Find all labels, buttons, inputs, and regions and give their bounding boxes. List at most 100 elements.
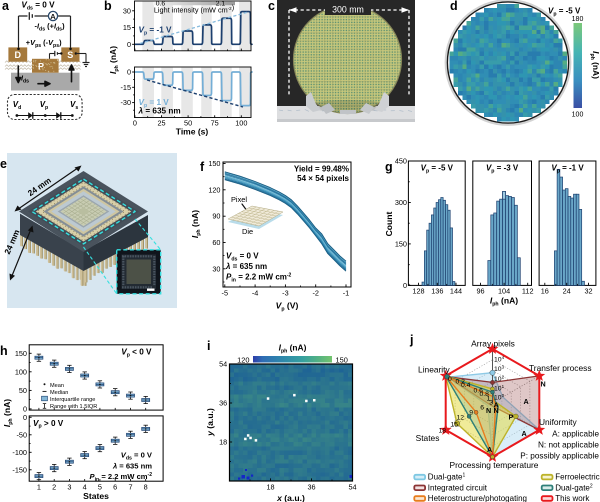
svg-text:102: 102 <box>494 375 505 384</box>
svg-text:0: 0 <box>23 413 27 422</box>
svg-text:-2: -2 <box>312 288 319 297</box>
svg-text:1: 1 <box>37 482 41 491</box>
svg-text:f: f <box>200 160 205 174</box>
svg-text:54: 54 <box>219 360 227 369</box>
svg-text:96: 96 <box>476 287 484 296</box>
svg-text:100: 100 <box>494 393 505 402</box>
svg-text:36: 36 <box>219 399 227 408</box>
svg-text:b: b <box>104 0 112 13</box>
svg-text:Iph​ (nA): Iph​ (nA) <box>279 343 307 355</box>
svg-text:λ = 635 nm: λ = 635 nm <box>138 107 181 116</box>
svg-text:Transfer process: Transfer process <box>529 363 592 373</box>
svg-text:15: 15 <box>450 422 458 429</box>
svg-text:Die: Die <box>242 227 253 236</box>
svg-text:6: 6 <box>480 405 484 412</box>
svg-text:Heterostructure/photogating: Heterostructure/photogating <box>428 494 527 502</box>
svg-text:Array pixels: Array pixels <box>471 339 515 349</box>
svg-text:Vp​ > 0 V: Vp​ > 0 V <box>33 419 64 430</box>
svg-text:Mean: Mean <box>50 383 64 389</box>
svg-text:-100: -100 <box>12 448 27 457</box>
svg-text:Dual-gate1: Dual-gate1 <box>428 473 466 482</box>
svg-text:Median: Median <box>50 390 68 396</box>
svg-text:0.2: 0.2 <box>456 379 466 386</box>
svg-text:Count: Count <box>384 211 394 236</box>
svg-text:136: 136 <box>431 287 443 296</box>
svg-text:Processing temperature: Processing temperature <box>450 460 539 470</box>
svg-text:0: 0 <box>448 376 452 383</box>
svg-text:101: 101 <box>494 384 505 393</box>
svg-text:18: 18 <box>266 482 274 491</box>
svg-text:-1: -1 <box>343 288 350 297</box>
svg-text:0.4: 0.4 <box>461 382 471 389</box>
svg-text:States: States <box>83 491 109 501</box>
svg-text:100: 100 <box>572 112 584 119</box>
svg-text:Vds​ = 0 V: Vds​ = 0 V <box>226 252 259 263</box>
svg-text:18: 18 <box>219 438 227 447</box>
svg-text:-5: -5 <box>222 288 229 297</box>
svg-text:A: A <box>494 401 499 410</box>
svg-text:Time (s): Time (s) <box>176 127 209 137</box>
svg-text:A: applicable: A: applicable <box>552 430 599 439</box>
svg-text:Iph​ (nA): Iph​ (nA) <box>490 296 518 308</box>
svg-text:150: 150 <box>395 239 407 248</box>
svg-text:30: 30 <box>212 264 220 273</box>
svg-text:Pin​ = 2.2 mW cm-2: Pin​ = 2.2 mW cm-2 <box>90 472 153 483</box>
svg-text:0.8: 0.8 <box>480 391 490 398</box>
svg-text:c: c <box>268 0 275 13</box>
svg-text:P: P <box>509 413 514 422</box>
svg-text:λ = 635 nm: λ = 635 nm <box>225 262 267 271</box>
svg-text:a: a <box>2 0 10 13</box>
svg-text:144: 144 <box>450 287 462 296</box>
svg-text:x (a.u.): x (a.u.) <box>276 493 305 502</box>
svg-text:450: 450 <box>395 157 407 166</box>
svg-text:Vs​: Vs​ <box>70 100 78 111</box>
svg-text:e: e <box>0 157 7 171</box>
svg-text:Vp​ (V): Vp​ (V) <box>276 301 299 313</box>
svg-text:Iph​ (nA): Iph​ (nA) <box>589 51 600 79</box>
svg-text:-30: -30 <box>120 98 131 107</box>
svg-text:Uniformity: Uniformity <box>539 417 578 427</box>
svg-text:Ids​: Ids​ <box>21 74 29 85</box>
svg-text:Integrated circuit: Integrated circuit <box>428 483 488 492</box>
svg-text:30: 30 <box>123 6 131 15</box>
svg-text:150: 150 <box>15 349 27 358</box>
svg-text:4: 4 <box>83 482 87 491</box>
svg-text:180: 180 <box>572 16 584 23</box>
svg-text:-50: -50 <box>16 430 27 439</box>
svg-text:0: 0 <box>127 40 131 49</box>
svg-text:Range with 1.5IQR: Range with 1.5IQR <box>50 404 97 410</box>
svg-text:-3: -3 <box>282 288 289 297</box>
svg-text:15: 15 <box>123 23 131 32</box>
svg-text:g: g <box>385 160 393 174</box>
svg-text:50: 50 <box>184 119 192 128</box>
svg-text:This work: This work <box>555 494 590 502</box>
svg-text:-150: -150 <box>12 465 27 474</box>
svg-text:Pin​ = 2.2 mW cm-2: Pin​ = 2.2 mW cm-2 <box>226 273 292 284</box>
svg-text:150: 150 <box>208 159 220 168</box>
svg-text:0: 0 <box>23 404 27 413</box>
svg-text:N: N <box>494 406 499 415</box>
svg-text:N: not applicable: N: not applicable <box>538 441 599 450</box>
svg-text:Iph​ (nA): Iph​ (nA) <box>2 399 14 427</box>
svg-text:N: N <box>486 406 491 415</box>
svg-text:λ = 635 nm: λ = 635 nm <box>112 461 152 470</box>
svg-text:24: 24 <box>563 287 571 296</box>
svg-text:104: 104 <box>498 287 510 296</box>
svg-text:0: 0 <box>127 68 131 77</box>
svg-text:Light intensity (mW cm-2): Light intensity (mW cm-2) <box>154 3 234 15</box>
svg-text:60: 60 <box>212 238 220 247</box>
svg-text:A: A <box>487 445 492 454</box>
svg-text:-15: -15 <box>120 83 131 92</box>
svg-text:5: 5 <box>98 482 102 491</box>
svg-text:32: 32 <box>584 287 592 296</box>
svg-text:j: j <box>409 333 413 347</box>
svg-text:P: possibly applicable: P: possibly applicable <box>520 452 599 461</box>
svg-text:0: 0 <box>133 119 137 128</box>
svg-text:Linearity: Linearity <box>418 365 450 375</box>
svg-text:Yield = 99.48%: Yield = 99.48% <box>294 165 349 174</box>
svg-text:i: i <box>207 339 210 353</box>
svg-text:120: 120 <box>237 355 249 364</box>
svg-text:Ferroelectric: Ferroelectric <box>555 473 599 482</box>
svg-text:P: P <box>38 62 44 72</box>
svg-text:50: 50 <box>19 386 27 395</box>
